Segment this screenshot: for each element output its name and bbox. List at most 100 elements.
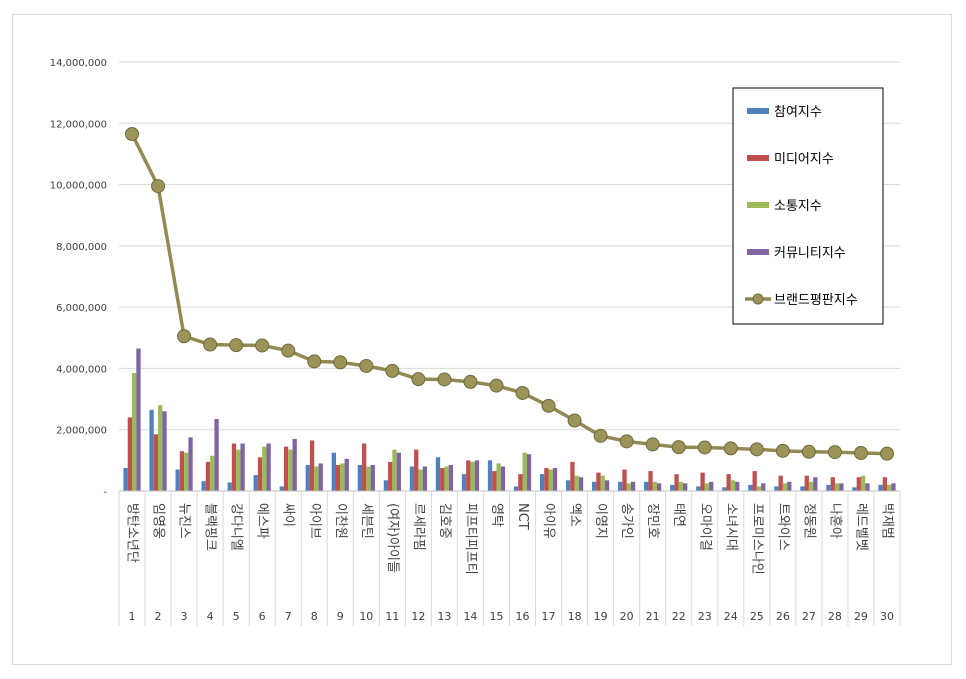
- x-tick-label: 이영지: [593, 503, 608, 539]
- bar: [288, 449, 293, 491]
- bar: [496, 463, 501, 491]
- rank-label: 25: [750, 610, 764, 623]
- bar: [331, 452, 336, 491]
- x-tick-label: 프로미스나인: [749, 503, 764, 575]
- bar: [492, 471, 497, 491]
- bar: [696, 486, 701, 491]
- bar: [800, 486, 805, 491]
- bar: [648, 471, 653, 491]
- x-tick-label: 세븐틴: [359, 503, 374, 539]
- line-point: [359, 358, 374, 373]
- legend-label: 소통지수: [774, 199, 822, 214]
- x-tick-label: 피프티피프티: [463, 503, 478, 575]
- legend-marker: [752, 293, 764, 305]
- bar: [257, 457, 263, 491]
- x-tick-label: 르세라핌: [411, 503, 426, 551]
- bar: [839, 483, 844, 491]
- bar: [136, 348, 141, 491]
- bar-series: [123, 348, 896, 491]
- bar: [305, 464, 310, 491]
- bar: [678, 481, 684, 491]
- x-tick-label: 뉴진스: [177, 503, 192, 539]
- bar: [756, 486, 762, 491]
- bar: [882, 477, 887, 491]
- bar: [392, 449, 397, 491]
- bar: [683, 483, 688, 491]
- bar: [774, 486, 779, 491]
- rank-label: 3: [181, 610, 188, 623]
- bar: [162, 411, 167, 491]
- rank-label: 1: [129, 610, 136, 623]
- bar: [396, 452, 401, 491]
- bar: [704, 483, 710, 491]
- bar: [487, 460, 493, 491]
- bar: [266, 443, 271, 491]
- bar: [730, 480, 736, 491]
- x-tick-label: 싸이: [281, 503, 296, 527]
- bar: [670, 484, 675, 491]
- x-tick-label: 트와이스: [775, 503, 790, 551]
- bar: [188, 437, 193, 491]
- x-tick-label: 강다니엘: [229, 503, 244, 551]
- legend-box: [732, 87, 884, 325]
- legend-swatch: [747, 202, 769, 208]
- bar: [292, 438, 297, 491]
- line-point: [151, 179, 166, 194]
- rank-label: 20: [620, 610, 634, 623]
- line-point: [411, 372, 426, 387]
- bar: [283, 446, 289, 491]
- bar: [700, 472, 705, 491]
- bar: [834, 483, 840, 491]
- rank-label: 9: [337, 610, 344, 623]
- bar: [787, 481, 792, 491]
- y-tick-label: 4,000,000: [56, 364, 107, 375]
- x-tick-label: 송가인: [619, 503, 634, 539]
- rank-label: 15: [489, 610, 503, 623]
- rank-label: 16: [516, 610, 530, 623]
- rank-label: 10: [359, 610, 373, 623]
- legend-swatch: [747, 108, 769, 114]
- bar: [231, 443, 237, 491]
- x-tick-label: 김호중: [437, 503, 452, 539]
- bar: [592, 481, 597, 491]
- bar: [474, 460, 480, 491]
- bar: [370, 464, 375, 491]
- bar: [622, 469, 627, 491]
- rank-label: 11: [385, 610, 399, 623]
- x-tick-label: (여자)아이들: [385, 503, 400, 573]
- x-tick-label: 소녀시대: [723, 503, 738, 551]
- y-tick-label: 14,000,000: [50, 58, 107, 69]
- bar: [644, 481, 649, 491]
- rank-label: 4: [207, 610, 214, 623]
- bar: [878, 484, 883, 491]
- bar: [318, 463, 323, 491]
- bar: [236, 449, 241, 491]
- bar: [362, 443, 367, 491]
- rank-label: 23: [698, 610, 712, 623]
- x-tick-label: 이찬원: [333, 503, 348, 539]
- bar: [735, 481, 740, 491]
- x-tick-label: 태연: [671, 503, 686, 527]
- x-tick-label: 에스파: [255, 503, 270, 539]
- rank-label: 7: [285, 610, 292, 623]
- bar: [852, 487, 857, 491]
- bar: [539, 474, 545, 491]
- bar: [830, 477, 835, 491]
- bar: [808, 481, 814, 491]
- line-point: [619, 434, 634, 449]
- line-point: [593, 428, 608, 443]
- bar: [470, 461, 475, 491]
- line-point: [853, 446, 868, 461]
- y-tick-label: 2,000,000: [56, 426, 107, 437]
- x-tick-label: 아이브: [307, 503, 322, 539]
- legend-label: 브랜드평판지수: [774, 293, 858, 308]
- line-point: [697, 440, 712, 455]
- line-point: [203, 337, 218, 352]
- bar: [153, 434, 159, 491]
- bar: [518, 474, 523, 491]
- bar: [565, 480, 571, 491]
- bar: [891, 483, 896, 491]
- y-tick-label: 6,000,000: [56, 303, 107, 314]
- bar: [448, 464, 454, 491]
